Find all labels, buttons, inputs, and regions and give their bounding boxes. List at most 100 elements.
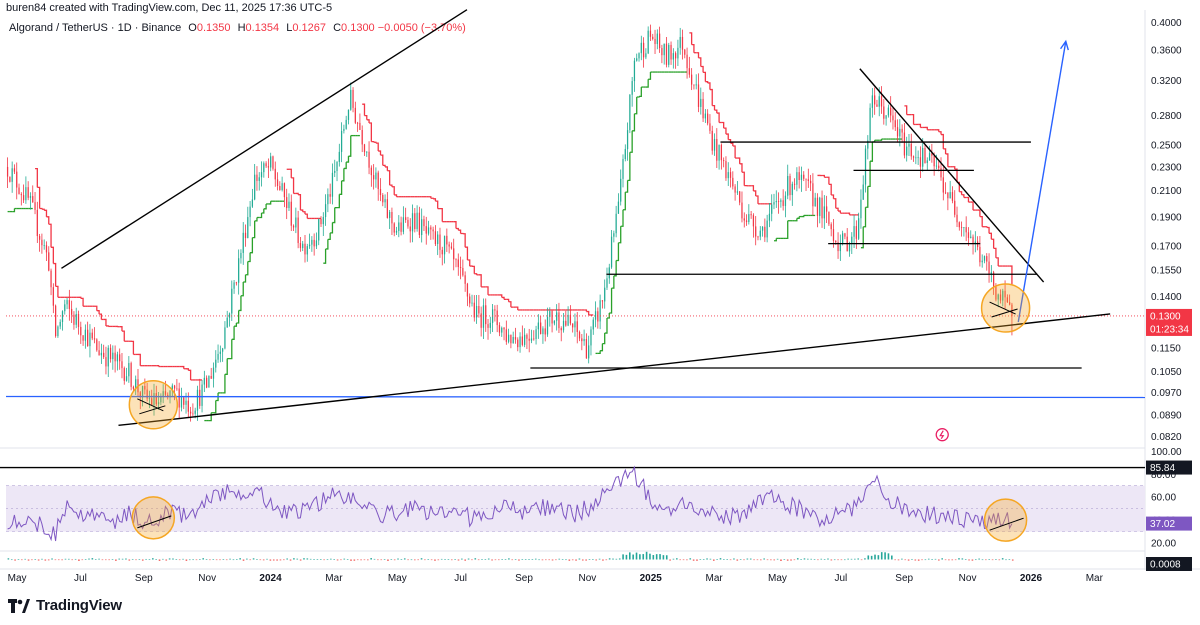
candle-body	[469, 296, 471, 304]
candle-body	[983, 256, 986, 261]
candle-body	[224, 327, 226, 349]
hist-bar	[652, 555, 655, 560]
hist-bar	[246, 558, 248, 560]
candle-body	[366, 151, 368, 153]
candle-body	[180, 397, 183, 408]
candle-body	[624, 149, 626, 160]
hist-bar	[810, 558, 812, 560]
candle-body	[386, 199, 388, 218]
hist-bar	[41, 558, 43, 560]
hist-bar	[437, 559, 440, 561]
supertrend-segment	[428, 196, 432, 199]
hist-bar	[649, 553, 651, 560]
candle-body	[796, 172, 798, 185]
candle-body	[677, 47, 679, 59]
candle-body	[661, 48, 663, 56]
supertrend-segment	[606, 313, 610, 319]
candle-body	[478, 306, 480, 314]
hist-bar	[964, 559, 967, 560]
time-tick-label: Mar	[325, 573, 343, 584]
hist-bar	[921, 559, 923, 561]
hist-bar	[162, 558, 164, 560]
hist-bar	[293, 558, 295, 560]
candle-body	[311, 239, 313, 245]
candle-body	[480, 313, 482, 328]
supertrend-segment	[80, 297, 84, 307]
candle-body	[276, 179, 279, 187]
hist-bar	[387, 559, 389, 561]
candle-body	[572, 323, 574, 328]
supertrend-segment	[941, 133, 944, 149]
hist-bar	[400, 559, 403, 560]
candle-body	[299, 243, 302, 249]
candle-body	[247, 217, 249, 238]
trendline	[859, 68, 1045, 283]
candle-body	[459, 267, 462, 268]
candle-body	[487, 324, 489, 328]
candle-body	[414, 213, 416, 229]
candle-body	[242, 232, 244, 253]
support-line-blue	[5, 395, 1146, 399]
candle-body	[210, 375, 212, 379]
supertrend-segment	[268, 201, 272, 205]
hist-bar	[840, 559, 843, 561]
candle-body	[583, 338, 585, 342]
candle-body	[18, 187, 20, 195]
hist-bar	[558, 558, 561, 560]
hist-bar	[803, 558, 806, 560]
candle-body	[963, 227, 965, 228]
low-label: L	[286, 22, 293, 34]
hist-bar	[356, 559, 359, 561]
hist-bar	[595, 559, 598, 561]
candle-body	[354, 107, 356, 123]
candle-body	[631, 81, 633, 95]
supertrend-segment	[867, 161, 871, 187]
hist-bar	[870, 555, 873, 560]
candle-body	[912, 156, 915, 158]
candle-body	[999, 294, 1002, 301]
candle-body	[562, 320, 565, 331]
candle-body	[739, 191, 741, 203]
hist-bar	[504, 559, 507, 560]
hist-bar	[447, 559, 450, 560]
symbol-name[interactable]: Algorand / TetherUS · 1D · Binance	[9, 22, 182, 34]
candle-body	[315, 240, 318, 247]
candle-body	[997, 294, 999, 300]
supertrend-segment	[263, 203, 267, 210]
hist-bar	[857, 558, 860, 560]
candle-body	[368, 151, 370, 168]
candle-body	[695, 84, 697, 86]
candle-body	[57, 326, 59, 337]
candle-body	[87, 329, 89, 347]
candle-body	[347, 109, 350, 120]
hist-bar	[98, 558, 100, 560]
candle-body	[713, 139, 716, 151]
hist-bar	[991, 559, 994, 561]
supertrend-segment	[707, 82, 711, 90]
candle-body	[533, 338, 535, 340]
hist-bar	[833, 559, 836, 561]
candle-body	[185, 400, 187, 405]
supertrend-segment	[794, 218, 798, 222]
candle-body	[720, 144, 723, 161]
candle-body	[581, 338, 583, 342]
supertrend-segment	[723, 127, 727, 135]
countdown-label: 01:23:34	[1146, 321, 1192, 336]
candle-body	[71, 308, 73, 315]
candle-body	[416, 212, 418, 229]
hist-bar	[659, 554, 661, 560]
supertrend-segment	[348, 135, 352, 157]
supertrend-segment	[44, 209, 48, 217]
candle-body	[382, 195, 384, 203]
hist-bar	[464, 559, 467, 561]
tradingview-brand[interactable]: TradingView	[8, 597, 122, 614]
candle-body	[226, 317, 228, 328]
candle-body	[402, 217, 405, 232]
candle-body	[885, 115, 887, 119]
candle-body	[567, 314, 569, 326]
candle-body	[75, 314, 77, 325]
supertrend-segment	[435, 200, 439, 209]
candle-body	[752, 215, 755, 227]
supertrend-segment	[12, 208, 16, 213]
